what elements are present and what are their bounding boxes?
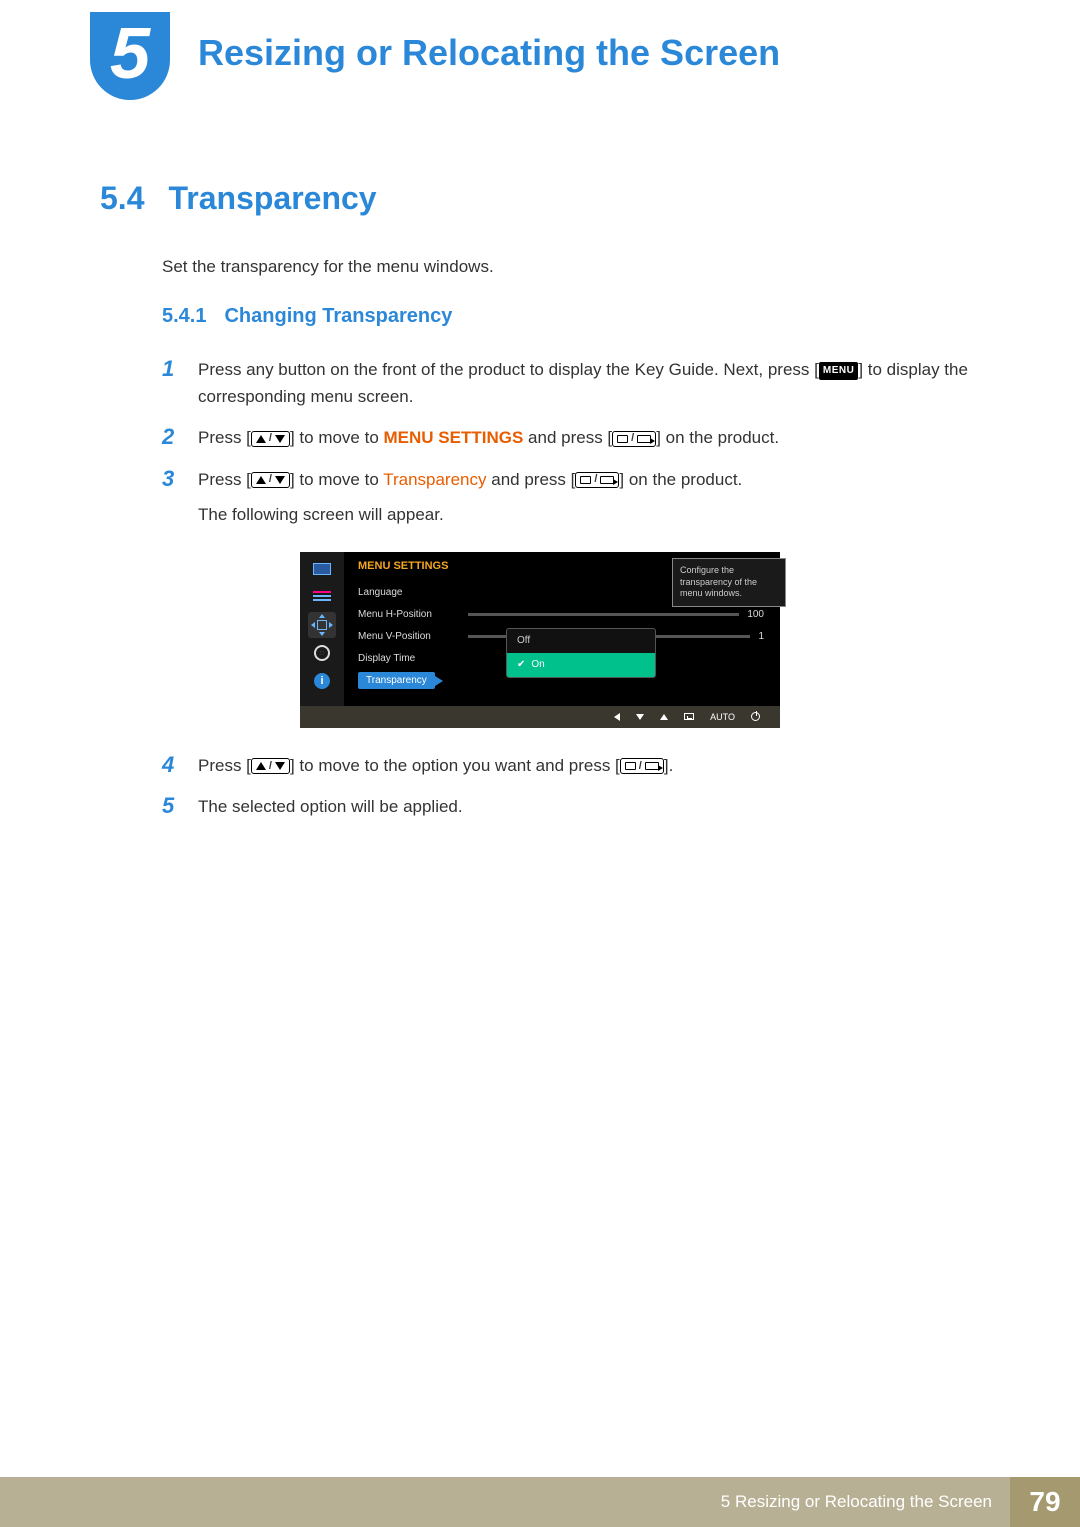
step-4: 4 Press [/] to move to the option you wa… bbox=[162, 752, 980, 779]
osd-option-on: On bbox=[507, 653, 655, 677]
step-text: Press [/] to move to the option you want… bbox=[198, 752, 673, 779]
osd-panel: i MENU SETTINGS Language English Menu H-… bbox=[300, 552, 780, 728]
osd-label: Display Time bbox=[358, 653, 468, 664]
osd-main: MENU SETTINGS Language English Menu H-Po… bbox=[344, 552, 780, 706]
step-number: 4 bbox=[162, 752, 180, 778]
select-icon: / bbox=[612, 431, 656, 447]
tab-size-position-icon bbox=[308, 612, 336, 638]
text: ] to move to bbox=[290, 428, 384, 447]
footer-title: 5 Resizing or Relocating the Screen bbox=[0, 1477, 1010, 1527]
chapter-title: Resizing or Relocating the Screen bbox=[198, 32, 780, 74]
osd-label-highlight: Transparency bbox=[358, 672, 435, 689]
section-heading: 5.4 Transparency bbox=[100, 180, 980, 217]
footer-page-number: 79 bbox=[1010, 1477, 1080, 1527]
nav-left-icon bbox=[614, 713, 620, 721]
step-text: Press any button on the front of the pro… bbox=[198, 356, 980, 410]
text: Press [ bbox=[198, 428, 251, 447]
section-number: 5.4 bbox=[100, 180, 144, 217]
step-number: 1 bbox=[162, 356, 180, 382]
text: Press [ bbox=[198, 756, 251, 775]
select-icon: / bbox=[620, 758, 664, 774]
nav-enter-icon bbox=[684, 713, 694, 720]
osd-label: Menu H-Position bbox=[358, 609, 468, 620]
osd-dropdown: Off On bbox=[506, 628, 656, 678]
text: and press [ bbox=[523, 428, 612, 447]
step-text: The selected option will be applied. bbox=[198, 793, 463, 820]
subsection-title: Changing Transparency bbox=[224, 305, 452, 328]
chapter-number: 5 bbox=[90, 12, 170, 96]
text: ] on the product. bbox=[619, 470, 742, 489]
text: ] on the product. bbox=[656, 428, 779, 447]
text: Press any button on the front of the pro… bbox=[198, 360, 819, 379]
subsection-number: 5.4.1 bbox=[162, 305, 206, 328]
text: Press [ bbox=[198, 470, 251, 489]
osd-tabs: i bbox=[300, 552, 344, 706]
step-2: 2 Press [/] to move to MENU SETTINGS and… bbox=[162, 424, 980, 451]
keyword: Transparency bbox=[383, 470, 486, 489]
tab-info-icon: i bbox=[308, 668, 336, 694]
chapter-badge: 5 bbox=[90, 12, 170, 100]
tab-color-icon bbox=[308, 584, 336, 610]
step-3: 3 Press [/] to move to Transparency and … bbox=[162, 466, 980, 528]
nav-power-icon bbox=[751, 712, 760, 721]
osd-figure: i MENU SETTINGS Language English Menu H-… bbox=[300, 552, 780, 728]
menu-chip-icon: MENU bbox=[819, 362, 858, 380]
select-icon: / bbox=[575, 472, 619, 488]
step-number: 2 bbox=[162, 424, 180, 450]
tab-picture-icon bbox=[308, 556, 336, 582]
step-number: 3 bbox=[162, 466, 180, 492]
text: and press [ bbox=[487, 470, 576, 489]
subsection-heading: 5.4.1 Changing Transparency bbox=[162, 305, 980, 328]
step-text: Press [/] to move to Transparency and pr… bbox=[198, 466, 742, 528]
osd-value: 100 bbox=[747, 609, 770, 620]
page-content: 5.4 Transparency Set the transparency fo… bbox=[100, 180, 980, 834]
osd-tooltip: Configure the transparency of the menu w… bbox=[672, 558, 786, 607]
step-5: 5 The selected option will be applied. bbox=[162, 793, 980, 820]
nav-auto-label: AUTO bbox=[710, 712, 735, 722]
osd-value: 1 bbox=[758, 631, 770, 642]
osd-label: Menu V-Position bbox=[358, 631, 468, 642]
page-footer: 5 Resizing or Relocating the Screen 79 bbox=[0, 1477, 1080, 1527]
updown-icon: / bbox=[251, 758, 290, 774]
step-1: 1 Press any button on the front of the p… bbox=[162, 356, 980, 410]
osd-row-hposition: Menu H-Position 100 bbox=[358, 604, 770, 626]
updown-icon: / bbox=[251, 431, 290, 447]
osd-slider bbox=[468, 613, 739, 616]
step-number: 5 bbox=[162, 793, 180, 819]
text: ]. bbox=[664, 756, 673, 775]
osd-option-off: Off bbox=[507, 629, 655, 653]
nav-down-icon bbox=[636, 714, 644, 720]
text: ] to move to the option you want and pre… bbox=[290, 756, 620, 775]
nav-up-icon bbox=[660, 714, 668, 720]
following-text: The following screen will appear. bbox=[198, 501, 742, 528]
updown-icon: / bbox=[251, 472, 290, 488]
step-text: Press [/] to move to MENU SETTINGS and p… bbox=[198, 424, 779, 451]
section-title: Transparency bbox=[168, 180, 376, 217]
keyword: MENU SETTINGS bbox=[384, 428, 524, 447]
section-intro: Set the transparency for the menu window… bbox=[162, 257, 980, 277]
tab-setup-icon bbox=[308, 640, 336, 666]
text: ] to move to bbox=[290, 470, 383, 489]
osd-bottombar: AUTO bbox=[300, 706, 780, 728]
osd-label: Language bbox=[358, 587, 468, 598]
